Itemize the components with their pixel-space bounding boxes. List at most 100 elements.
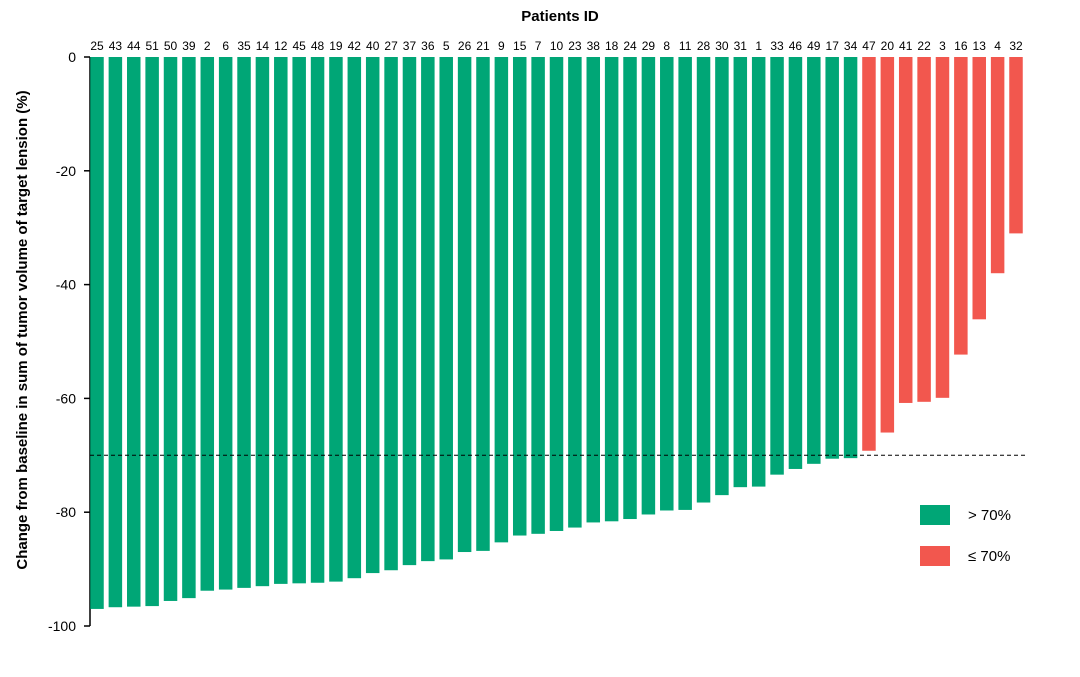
- patient-id-label: 20: [881, 39, 895, 53]
- bar-patient-30: [715, 57, 729, 496]
- patient-id-label: 42: [348, 39, 362, 53]
- patient-id-label: 40: [366, 39, 380, 53]
- patient-id-label: 33: [770, 39, 784, 53]
- bar-patient-20: [880, 57, 895, 433]
- y-tick-label: -80: [56, 504, 76, 520]
- bar-patient-47: [862, 57, 876, 451]
- bar-patient-44: [127, 57, 141, 607]
- bar-patient-3: [935, 57, 950, 398]
- bar-patient-8: [660, 57, 674, 511]
- patient-id-label: 2: [204, 39, 211, 53]
- patient-id-label: 11: [679, 39, 692, 53]
- patient-id-label: 47: [862, 39, 876, 53]
- bar-patient-7: [531, 57, 545, 534]
- bar-patient-42: [347, 57, 362, 579]
- bar-patient-32: [1009, 57, 1023, 234]
- patient-id-label: 10: [550, 39, 564, 53]
- bar-patient-27: [384, 57, 398, 571]
- bar-patient-35: [237, 57, 251, 588]
- patient-id-label: 23: [568, 39, 582, 53]
- patient-id-label: 45: [293, 39, 307, 53]
- patient-id-label: 17: [826, 39, 840, 53]
- patient-id-label: 12: [274, 39, 288, 53]
- bar-patient-16: [954, 57, 968, 355]
- bar-patient-51: [145, 57, 159, 607]
- patient-id-label: 46: [789, 39, 803, 53]
- patient-id-label: 44: [127, 39, 141, 53]
- patient-id-label: 6: [222, 39, 229, 53]
- bar-patient-50: [163, 57, 178, 601]
- bar-patient-24: [623, 57, 637, 520]
- bar-patient-41: [898, 57, 913, 403]
- bar-patient-2: [200, 57, 215, 591]
- bar-patient-23: [568, 57, 582, 528]
- bar-patient-46: [788, 57, 803, 469]
- bar-patient-49: [807, 57, 821, 464]
- bar-patient-6: [218, 57, 233, 590]
- bar-patient-15: [512, 57, 527, 536]
- patient-id-label: 22: [917, 39, 931, 53]
- patient-id-label: 43: [109, 39, 123, 53]
- bar-patient-13: [972, 57, 986, 320]
- y-tick-label: -40: [56, 277, 76, 293]
- patient-id-label: 3: [939, 39, 946, 53]
- bar-patient-34: [843, 57, 858, 459]
- y-axis-label: Change from baseline in sum of tumor vol…: [14, 90, 31, 569]
- bar-group: [90, 57, 1023, 609]
- legend-swatch-green: [920, 505, 950, 525]
- patient-id-label: 16: [954, 39, 968, 53]
- patient-id-label: 30: [715, 39, 729, 53]
- bar-patient-19: [329, 57, 343, 582]
- patient-id-label: 38: [587, 39, 601, 53]
- legend-label-red: ≤ 70%: [968, 548, 1010, 565]
- legend-swatch-red: [920, 546, 950, 566]
- bar-patient-43: [108, 57, 123, 608]
- patient-id-label: 24: [623, 39, 637, 53]
- patient-id-label: 48: [311, 39, 325, 53]
- patient-id-label: 19: [329, 39, 343, 53]
- patient-id-label: 15: [513, 39, 527, 53]
- bar-patient-22: [917, 57, 931, 402]
- y-axis-ticks: 0 -20 -40 -60 -80 -100: [48, 49, 90, 634]
- patient-id-label: 4: [994, 39, 1001, 53]
- bar-patient-29: [641, 57, 656, 515]
- y-tick-label: -60: [56, 390, 76, 406]
- bar-patient-28: [696, 57, 711, 503]
- bar-patient-11: [678, 57, 692, 510]
- patient-id-label: 36: [421, 39, 435, 53]
- patient-id-label: 13: [973, 39, 987, 53]
- bar-patient-1: [751, 57, 766, 487]
- patient-id-label: 37: [403, 39, 417, 53]
- patient-id-label: 8: [663, 39, 670, 53]
- bar-patient-4: [990, 57, 1005, 274]
- patient-id-label: 5: [443, 39, 450, 53]
- bar-patient-37: [402, 57, 417, 566]
- bar-patient-40: [365, 57, 380, 574]
- y-tick-label: -20: [56, 163, 76, 179]
- patient-id-label: 9: [498, 39, 505, 53]
- patient-id-label: 7: [535, 39, 542, 53]
- patient-id-label: 34: [844, 39, 858, 53]
- legend-label-green: > 70%: [968, 507, 1011, 524]
- bar-patient-18: [604, 57, 619, 522]
- bar-patient-48: [310, 57, 325, 583]
- legend: > 70% ≤ 70%: [920, 505, 1011, 566]
- bar-patient-12: [274, 57, 288, 584]
- bar-patient-9: [494, 57, 509, 543]
- patient-id-label: 32: [1009, 39, 1023, 53]
- patient-id-label: 27: [384, 39, 398, 53]
- patient-id-label: 51: [145, 39, 159, 53]
- patient-id-label: 26: [458, 39, 472, 53]
- bar-patient-33: [770, 57, 784, 475]
- bar-patient-36: [421, 57, 435, 562]
- bar-patient-39: [182, 57, 196, 599]
- bar-patient-25: [90, 57, 104, 609]
- patient-id-label: 1: [755, 39, 762, 53]
- bar-patient-21: [476, 57, 490, 551]
- y-tick-label: -100: [48, 618, 76, 634]
- bar-patient-10: [549, 57, 564, 531]
- patient-id-label: 25: [90, 39, 104, 53]
- bar-patient-14: [255, 57, 270, 587]
